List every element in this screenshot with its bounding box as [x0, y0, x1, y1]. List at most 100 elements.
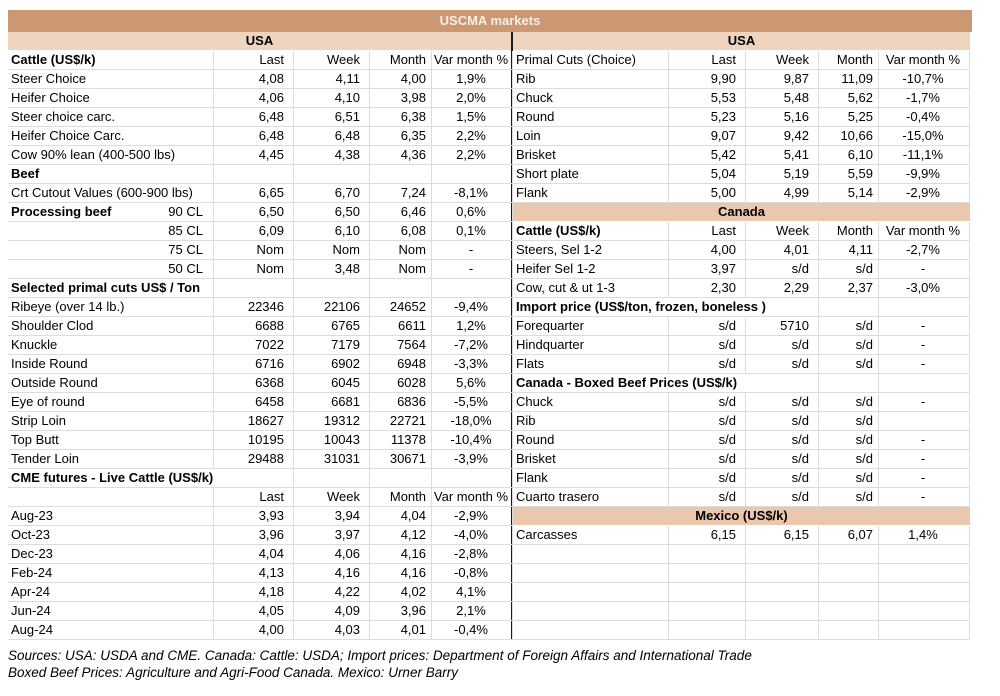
value-cell: -	[878, 393, 970, 412]
table-row: Dec-23 4,04 4,06 4,16 -2,8%	[8, 545, 513, 564]
value-cell: -3,0%	[878, 279, 970, 298]
column-header: Last	[668, 51, 745, 70]
row-sublabel: 90 CL	[168, 204, 203, 219]
value-cell: -	[878, 317, 970, 336]
row-label: Rib	[513, 70, 668, 89]
value-cell: 30671	[369, 450, 431, 469]
value-cell: s/d	[745, 260, 818, 279]
empty-row	[513, 583, 970, 602]
value-cell: s/d	[668, 412, 745, 431]
value-cell	[369, 165, 431, 184]
row-label: Canada - Boxed Beef Prices (US$/k)	[513, 374, 818, 393]
value-cell: s/d	[745, 469, 818, 488]
value-cell: s/d	[668, 393, 745, 412]
column-header: Week	[293, 488, 369, 507]
row-label: Short plate	[513, 165, 668, 184]
usa-left-table: USA Cattle (US$/k) Last Week Month Var month …	[8, 32, 513, 640]
value-cell	[668, 621, 745, 640]
value-cell: -9,9%	[878, 165, 970, 184]
column-header-row: Cattle (US$/k) Last Week Month Var month %	[513, 222, 970, 241]
table-row: Brisket s/d s/d s/d -	[513, 450, 970, 469]
value-cell: s/d	[668, 355, 745, 374]
value-cell: -	[878, 488, 970, 507]
value-cell: -	[431, 260, 513, 279]
value-cell: 10195	[213, 431, 293, 450]
value-cell: Nom	[213, 260, 293, 279]
value-cell: 4,36	[369, 146, 431, 165]
row-label: Brisket	[513, 450, 668, 469]
value-cell: -7,2%	[431, 336, 513, 355]
region-header-usa: USA	[513, 32, 970, 51]
value-cell: 1,9%	[431, 70, 513, 89]
value-cell: 1,2%	[431, 317, 513, 336]
empty-row	[513, 564, 970, 583]
value-cell: 9,42	[745, 127, 818, 146]
value-cell	[668, 583, 745, 602]
value-cell: -10,4%	[431, 431, 513, 450]
value-cell: s/d	[668, 488, 745, 507]
value-cell: 6028	[369, 374, 431, 393]
value-cell: s/d	[745, 450, 818, 469]
report-title: USCMA markets	[8, 10, 972, 32]
row-label: Aug-24	[8, 621, 213, 640]
value-cell	[878, 298, 970, 317]
table-row: Flank 5,00 4,99 5,14 -2,9%	[513, 184, 970, 203]
value-cell: 6836	[369, 393, 431, 412]
row-label: Heifer Sel 1-2	[513, 260, 668, 279]
value-cell: 4,16	[293, 564, 369, 583]
row-label: Top Butt	[8, 431, 213, 450]
value-cell: 5,42	[668, 146, 745, 165]
value-cell	[878, 374, 970, 393]
value-cell: 5,14	[818, 184, 878, 203]
section-row: Beef	[8, 165, 513, 184]
region-label: Canada	[718, 204, 765, 219]
value-cell	[745, 564, 818, 583]
value-cell: 11,09	[818, 70, 878, 89]
value-cell: 5,23	[668, 108, 745, 127]
table-row: Tender Loin 29488 31031 30671 -3,9%	[8, 450, 513, 469]
value-cell	[878, 412, 970, 431]
sources-line-1: Sources: USA: USDA and CME. Canada: Catt…	[8, 648, 752, 663]
value-cell: s/d	[745, 393, 818, 412]
value-cell	[818, 583, 878, 602]
row-label	[8, 488, 213, 507]
table-row: Strip Loin 18627 19312 22721 -18,0%	[8, 412, 513, 431]
table-row: Eye of round 6458 6681 6836 -5,5%	[8, 393, 513, 412]
value-cell: s/d	[668, 469, 745, 488]
value-cell: 4,09	[293, 602, 369, 621]
row-label: Oct-23	[8, 526, 213, 545]
row-label: Tender Loin	[8, 450, 213, 469]
value-cell: -	[878, 336, 970, 355]
value-cell	[668, 602, 745, 621]
value-cell: 4,16	[369, 545, 431, 564]
value-cell: 4,38	[293, 146, 369, 165]
column-header: Var month %	[878, 222, 970, 241]
value-cell: 6,07	[818, 526, 878, 545]
row-label: Apr-24	[8, 583, 213, 602]
value-cell: 6,35	[369, 127, 431, 146]
value-cell: 6368	[213, 374, 293, 393]
row-label: Cow 90% lean (400-500 lbs)	[8, 146, 213, 165]
value-cell: 4,13	[213, 564, 293, 583]
value-cell: 18627	[213, 412, 293, 431]
value-cell: 5,04	[668, 165, 745, 184]
value-cell	[293, 469, 369, 488]
value-cell: 4,11	[293, 70, 369, 89]
table-row: Forequarter s/d 5710 s/d -	[513, 317, 970, 336]
value-cell: 6716	[213, 355, 293, 374]
table-row: Heifer Choice Carc. 6,48 6,48 6,35 2,2%	[8, 127, 513, 146]
table-row: Short plate 5,04 5,19 5,59 -9,9%	[513, 165, 970, 184]
value-cell: 6,46	[369, 203, 431, 222]
row-label: Aug-23	[8, 507, 213, 526]
value-cell: -8,1%	[431, 184, 513, 203]
value-cell: 3,93	[213, 507, 293, 526]
value-cell: 4,02	[369, 583, 431, 602]
section-row: Selected primal cuts US$ / Ton	[8, 279, 513, 298]
column-header: Last	[213, 51, 293, 70]
row-label: Heifer Choice	[8, 89, 213, 108]
column-header: Last	[668, 222, 745, 241]
column-header: Week	[293, 51, 369, 70]
row-label: Ribeye (over 14 lb.)	[8, 298, 213, 317]
value-cell	[878, 602, 970, 621]
value-cell	[431, 469, 513, 488]
